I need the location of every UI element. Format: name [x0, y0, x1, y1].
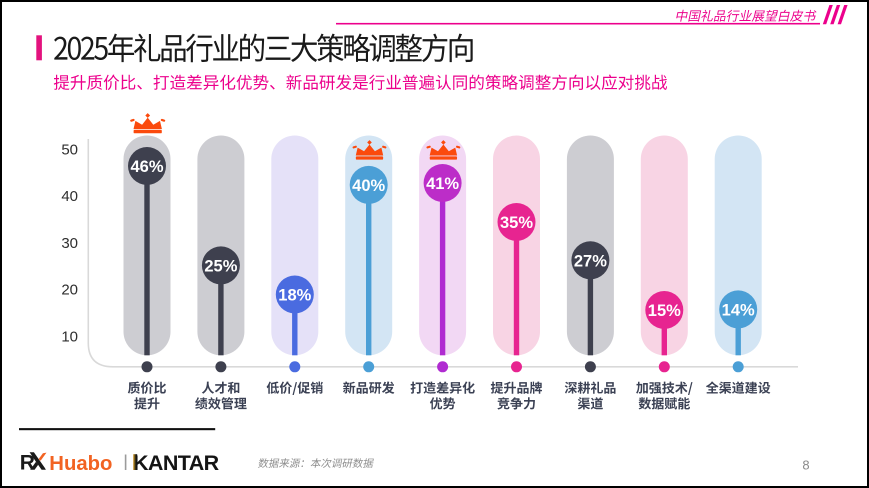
svg-text:KANTAR: KANTAR [133, 451, 220, 475]
svg-text:27%: 27% [574, 252, 607, 270]
svg-text:41%: 41% [426, 175, 459, 193]
svg-text:35%: 35% [500, 214, 533, 232]
svg-text:40%: 40% [352, 177, 385, 195]
svg-text:40: 40 [61, 188, 78, 205]
svg-text:18%: 18% [278, 287, 311, 305]
svg-text:8: 8 [802, 458, 809, 473]
svg-text:10: 10 [61, 329, 78, 346]
svg-text:15%: 15% [648, 302, 681, 320]
svg-text:25%: 25% [204, 258, 237, 276]
svg-text:30: 30 [61, 235, 78, 252]
svg-text:46%: 46% [130, 158, 163, 176]
svg-text:20: 20 [61, 282, 78, 299]
svg-text:Huabo: Huabo [49, 453, 112, 475]
svg-text:50: 50 [61, 141, 78, 158]
svg-text:14%: 14% [722, 302, 755, 320]
